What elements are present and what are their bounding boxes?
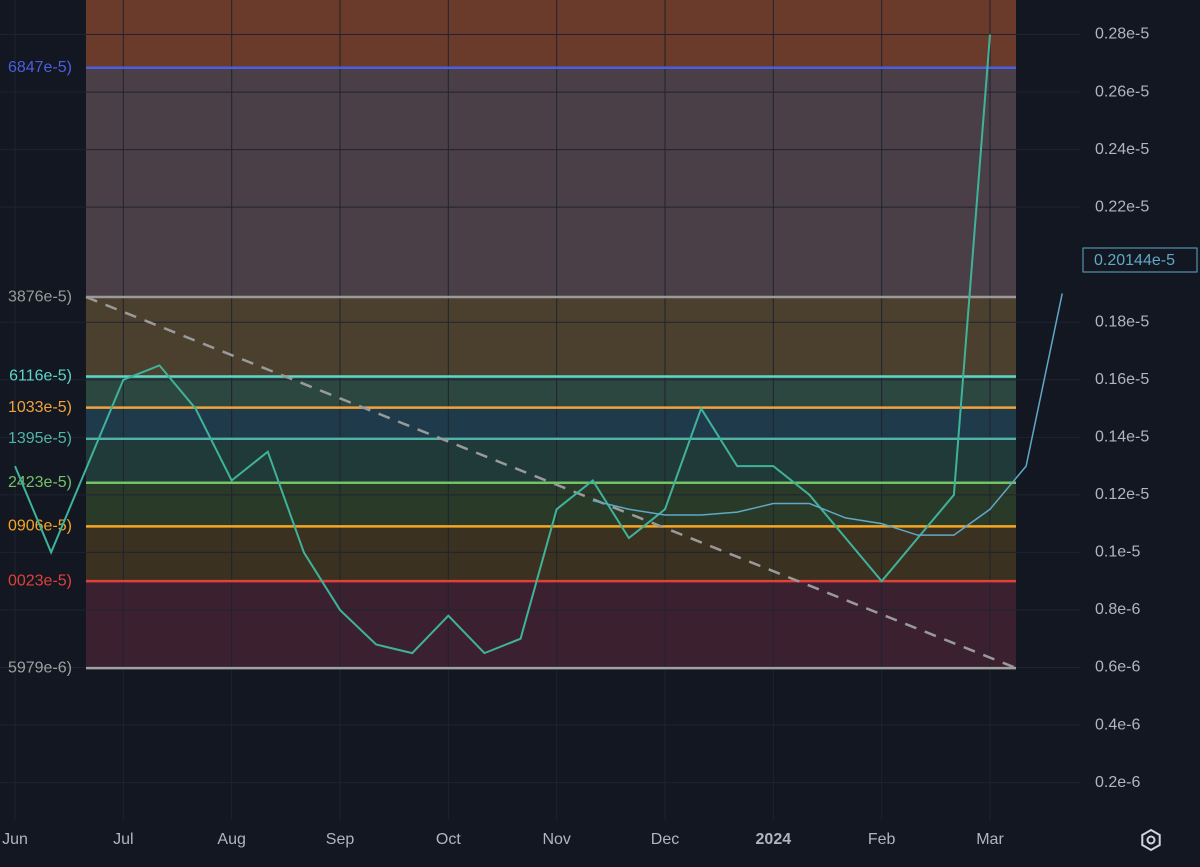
- level-label: 6116e-5): [9, 368, 72, 385]
- band: [86, 438, 1016, 483]
- level-label: 1395e-5): [8, 430, 72, 447]
- level-label: 3876e-5): [8, 288, 72, 305]
- level-label: 5979e-6): [8, 659, 72, 676]
- level-label: 0023e-5): [8, 572, 72, 589]
- plot: [14, 34, 1063, 655]
- settings-icon[interactable]: [1141, 828, 1161, 852]
- band: [86, 581, 1016, 669]
- x-tick-label: Nov: [542, 831, 570, 848]
- levels: 6847e-5) 3876e-5) 6116e-5) 1033e-5) 1395e-5)…: [8, 59, 1016, 676]
- x-tick-label: 2024: [756, 831, 792, 848]
- band: [86, 297, 1016, 377]
- y-tick-label: 0.4e-6: [1095, 716, 1140, 733]
- x-tick-label: Jul: [113, 831, 133, 848]
- y-tick-label: 0.2e-6: [1095, 774, 1140, 791]
- last-value-label: 0.20144e-5: [1094, 252, 1175, 269]
- x-tick-label: Feb: [868, 831, 896, 848]
- band: [86, 0, 1016, 68]
- y-tick-label: 0.14e-5: [1095, 429, 1149, 446]
- last-value-box: [1082, 247, 1198, 273]
- level-label: 1033e-5): [8, 399, 72, 416]
- y-tick-label: 0.26e-5: [1095, 83, 1149, 100]
- band: [86, 407, 1016, 439]
- x-tick-label: Mar: [976, 831, 1004, 848]
- y-tick-label: 0.16e-5: [1095, 371, 1149, 388]
- x-tick-label: Jun: [2, 831, 28, 848]
- level-label: 2423e-5): [8, 474, 72, 491]
- y-tick-label: 0.6e-6: [1095, 659, 1140, 676]
- y-tick-label: 0.28e-5: [1095, 26, 1149, 43]
- y-tick-label: 0.1e-5: [1095, 544, 1140, 561]
- y-tick-label: 0.22e-5: [1095, 198, 1149, 215]
- y-tick-label: 0.8e-6: [1095, 601, 1140, 618]
- band: [86, 482, 1016, 527]
- axis: 0.2e-6 0.4e-6 0.6e-6 0.8e-6 0.1e-5 0.12e-5 0.1…: [2, 26, 1198, 848]
- level-label: 6847e-5): [8, 59, 72, 76]
- band: [86, 526, 1016, 582]
- band: [86, 67, 1016, 298]
- y-tick-label: 0.12e-5: [1095, 486, 1149, 503]
- x-tick-label: Sep: [326, 831, 355, 848]
- y-tick-label: 0.18e-5: [1095, 313, 1149, 330]
- x-tick-label: Oct: [436, 831, 461, 848]
- x-tick-label: Aug: [217, 831, 245, 848]
- x-tick-label: Dec: [651, 831, 679, 848]
- band: [86, 376, 1016, 408]
- bands: [86, 0, 1016, 669]
- price-line: [14, 34, 991, 655]
- y-tick-label: 0.24e-5: [1095, 141, 1149, 158]
- price-line: [592, 293, 1063, 536]
